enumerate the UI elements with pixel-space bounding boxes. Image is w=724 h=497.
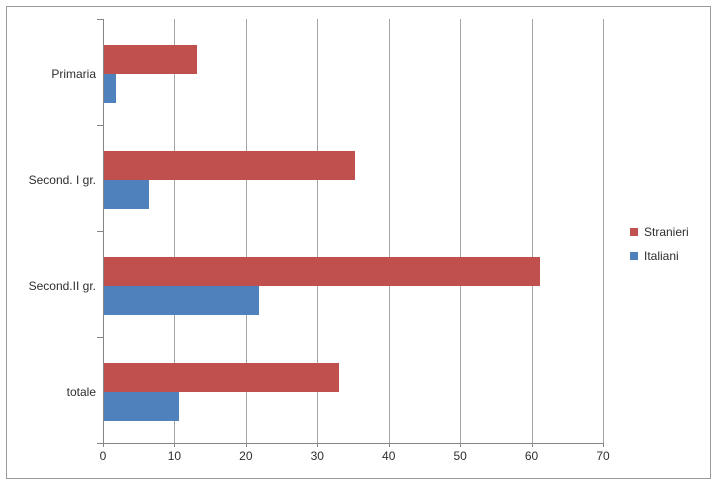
x-axis-tick-label: 30 [310,449,324,463]
x-axis-tick-50 [460,443,462,447]
y-axis-tick [97,231,103,232]
x-axis-tick-label: 10 [167,449,182,463]
x-axis-tick-10 [174,443,176,447]
x-axis-tick-0 [103,443,104,447]
bar-italiani-1 [104,179,149,209]
legend-label: Italiani [644,249,679,263]
x-axis-tick-label: 20 [239,449,253,463]
bar-stranieri-2 [104,256,541,286]
bar-italiani-0 [104,73,116,103]
gridline-60 [531,19,533,443]
legend-item-stranieri: Stranieri [630,220,689,244]
y-axis-tick [97,443,103,444]
x-axis-tick-20 [245,443,247,447]
legend-swatch-italiani [630,252,638,260]
x-axis-tick-30 [317,443,319,447]
bar-italiani-2 [104,285,259,315]
x-axis-tick-label: 70 [596,449,610,463]
category-label-0: Primaria [51,66,96,81]
x-axis-tick-40 [388,443,390,447]
bar-italiani-3 [104,391,179,421]
y-axis-tick [97,125,103,126]
x-axis-tick-label: 50 [453,449,467,463]
category-label-3: totale [66,384,96,399]
gridline-70 [603,19,604,443]
y-axis-tick [97,19,103,20]
gridline-50 [460,19,462,443]
x-axis-tick-70 [603,443,604,447]
category-label-2: Second.II gr. [28,278,96,293]
gridline-40 [388,19,390,443]
legend-label: Stranieri [644,225,689,239]
y-axis-tick [97,337,103,338]
legend: Stranieri Italiani [630,220,689,268]
y-axis-line [103,19,104,443]
bar-stranieri-1 [104,150,356,180]
bar-stranieri-0 [104,44,198,74]
x-axis-tick-label: 40 [382,449,396,463]
gridline-10 [174,19,176,443]
x-axis-tick-label: 0 [99,449,107,463]
gridline-30 [317,19,319,443]
gridline-20 [245,19,247,443]
category-label-1: Second. I gr. [28,172,96,187]
x-axis-line [97,443,603,444]
x-axis-tick-60 [531,443,533,447]
legend-swatch-stranieri [630,228,638,236]
legend-item-italiani: Italiani [630,244,689,268]
x-axis-tick-label: 60 [524,449,539,463]
bar-stranieri-3 [104,362,339,392]
